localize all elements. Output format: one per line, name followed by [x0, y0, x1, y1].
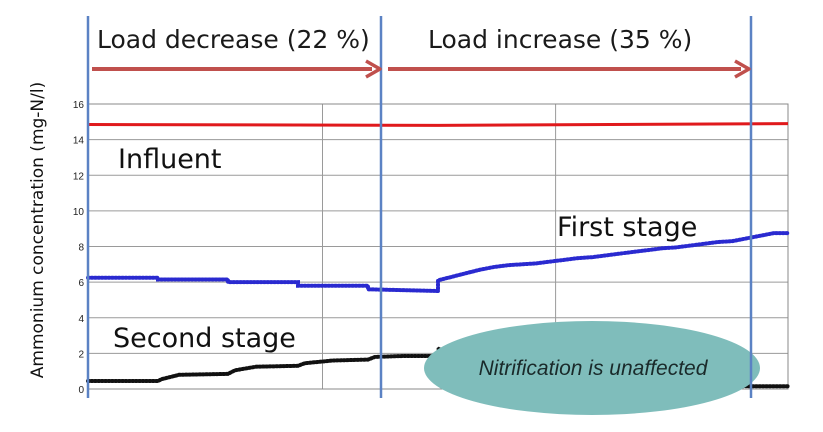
- y-axis-ticks: 0 2 4 6 8 10 12 14 16: [73, 100, 85, 396]
- y-tick-label: 16: [73, 100, 85, 111]
- y-tick-label: 12: [73, 171, 85, 182]
- y-tick-label: 6: [78, 278, 84, 289]
- phase-arrow-head: [365, 59, 382, 79]
- series-line-0: [87, 122, 789, 127]
- y-tick-label: 4: [78, 314, 84, 325]
- phase-label-increase: Load increase (35 %): [428, 25, 692, 54]
- annotation-text: Nitrification is unaffected: [479, 357, 709, 380]
- y-tick-label: 0: [78, 385, 84, 396]
- annotation-ellipse: [424, 321, 760, 415]
- phase-arrow-head: [734, 59, 751, 79]
- series-markers-1: [86, 231, 790, 294]
- series-label-second-stage: Second stage: [113, 323, 296, 354]
- y-tick-label: 14: [73, 136, 85, 147]
- series-label-first-stage: First stage: [557, 212, 697, 243]
- y-axis-label: Ammonium concentration (mg-N/l): [28, 82, 48, 378]
- phase-label-decrease: Load decrease (22 %): [97, 25, 370, 54]
- y-tick-label: 10: [73, 207, 85, 218]
- series-label-influent: Influent: [118, 144, 222, 175]
- y-tick-label: 2: [78, 349, 84, 360]
- phase-markers: [86, 16, 753, 398]
- y-tick-label: 8: [78, 243, 84, 254]
